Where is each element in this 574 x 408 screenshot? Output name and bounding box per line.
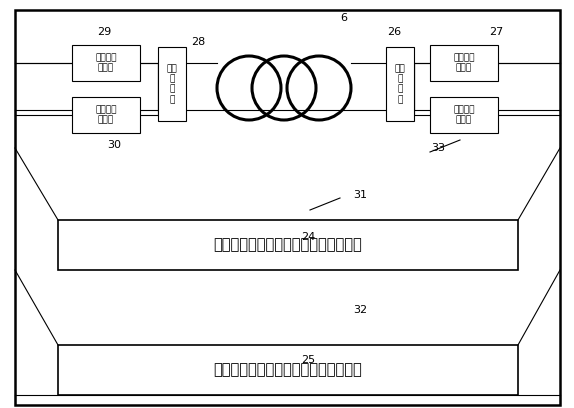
Text: 第二双向谐振光载微波角速度检测装置: 第二双向谐振光载微波角速度检测装置 [214,362,362,377]
Text: 第二绿光
滤光片: 第二绿光 滤光片 [95,53,117,73]
Text: 33: 33 [431,143,445,153]
Bar [430,97,498,133]
Text: 28: 28 [191,37,205,47]
Text: 第三
耦
合
器: 第三 耦 合 器 [395,64,405,104]
Bar [386,47,414,121]
Text: 32: 32 [353,305,367,315]
Text: 第一双向谐振光载微波角速度检测装置: 第一双向谐振光载微波角速度检测装置 [214,237,362,253]
Text: 第一绿光
滤光片: 第一绿光 滤光片 [453,53,475,73]
Text: 30: 30 [107,140,121,150]
Text: 24: 24 [301,232,315,242]
Bar [58,345,518,395]
Text: 第四
耦
合
器: 第四 耦 合 器 [166,64,177,104]
Text: 25: 25 [301,355,315,365]
Bar [72,97,140,133]
Text: 29: 29 [97,27,111,37]
Text: 27: 27 [489,27,503,37]
Text: 6: 6 [340,13,347,23]
Text: 26: 26 [387,27,401,37]
Bar [72,45,140,81]
Bar [158,47,186,121]
Bar [430,45,498,81]
Text: 第一红光
滤光片: 第一红光 滤光片 [453,105,475,125]
Text: 第二红光
滤光片: 第二红光 滤光片 [95,105,117,125]
Text: 31: 31 [353,190,367,200]
Bar [58,220,518,270]
